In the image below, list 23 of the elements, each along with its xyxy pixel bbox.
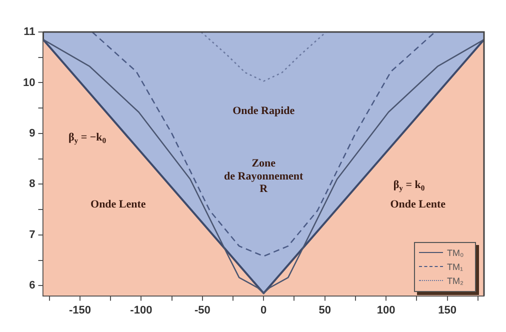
x-tick-label: -50 [194, 304, 210, 316]
legend-label: TM₁ [447, 262, 464, 272]
x-tick-label: 50 [318, 304, 331, 316]
annotation: Onde Lente [90, 198, 146, 211]
x-tick-label: -100 [130, 304, 152, 316]
y-tick-label: 11 [24, 26, 36, 38]
annotation: Zone [252, 158, 276, 170]
x-tick-label: 100 [376, 304, 396, 316]
legend-label: TM₀ [447, 248, 464, 258]
x-tick-label: 0 [260, 304, 267, 316]
y-tick-label: 9 [29, 127, 36, 140]
y-tick-label: 8 [29, 178, 36, 190]
y-tick-label: 6 [29, 280, 36, 292]
annotation: Onde Rapide [232, 104, 295, 117]
annotation: R [260, 183, 269, 196]
annotation: Onde Lente [390, 198, 446, 211]
y-tick-label: 7 [29, 228, 36, 241]
x-tick-label: 150 [438, 304, 456, 316]
line-series [200, 32, 327, 82]
x-tick-label: -150 [68, 304, 91, 316]
y-tick-label: 10 [22, 76, 36, 89]
legend-label: TM₂ [447, 276, 464, 286]
annotation: de Rayonnement [224, 170, 304, 182]
